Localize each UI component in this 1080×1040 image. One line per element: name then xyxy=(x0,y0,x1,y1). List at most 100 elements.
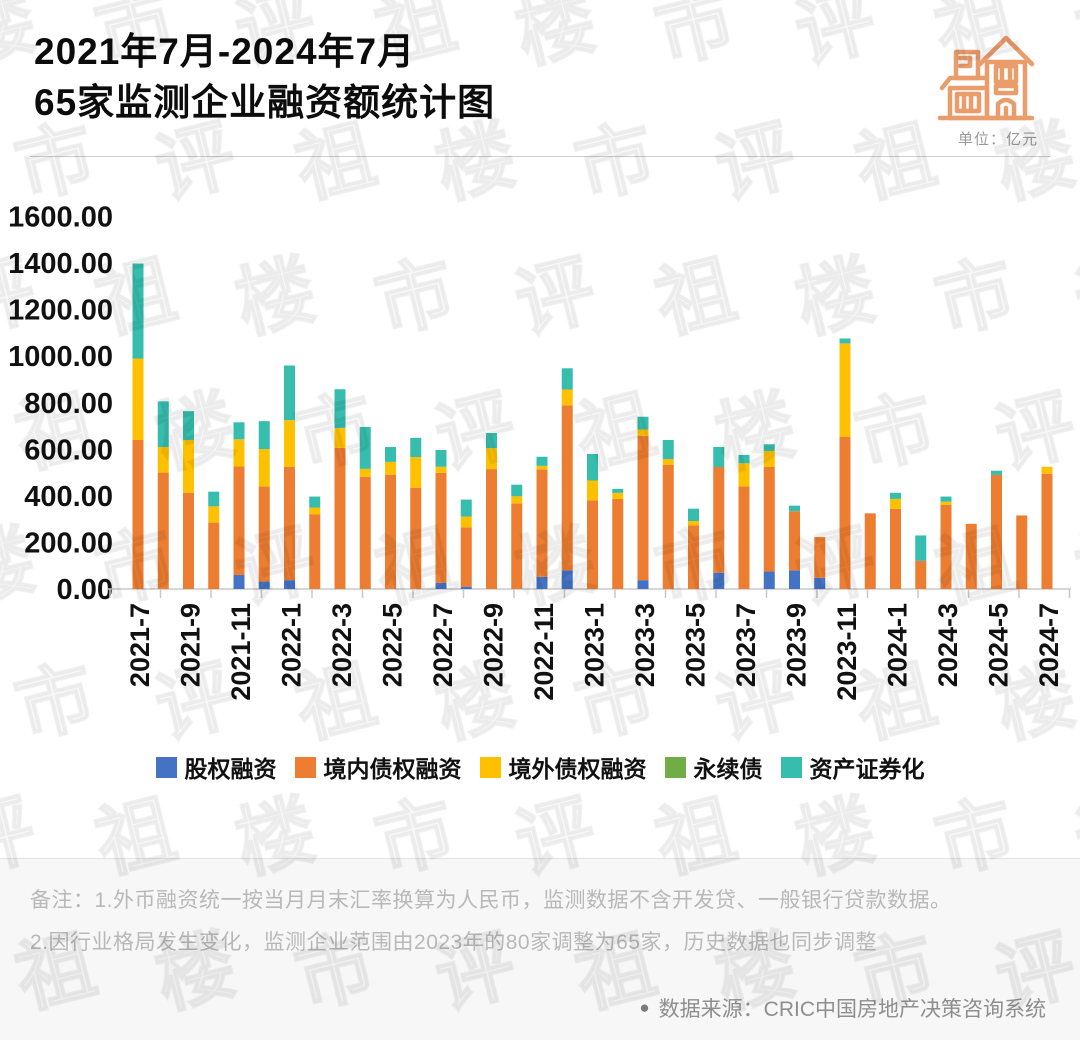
bar-segment-资产证券化 xyxy=(157,401,169,447)
bar-segment-资产证券化 xyxy=(233,422,245,440)
bar-segment-股权融资 xyxy=(814,577,826,589)
bar-segment-境内债权融资 xyxy=(435,472,447,583)
bar-segment-境外债权融资 xyxy=(334,428,346,448)
bar-segment-资产证券化 xyxy=(713,446,725,468)
x-axis-label: 2022-9 xyxy=(479,603,509,687)
legend-item-永续债: 永续债 xyxy=(664,750,763,784)
bar-segment-境内债权融资 xyxy=(309,514,321,589)
y-axis-label: 1600.00 xyxy=(8,202,113,234)
bar-segment-资产证券化 xyxy=(486,433,497,449)
bar-segment-境内债权融资 xyxy=(864,513,876,589)
bar-segment-境内债权融资 xyxy=(410,487,422,589)
bar-segment-境外债权融资 xyxy=(435,466,447,473)
unit-label: 单位：亿元 xyxy=(957,131,1038,148)
title-line-2: 65家监测企业融资额统计图 xyxy=(34,82,496,124)
bar-segment-境内债权融资 xyxy=(612,498,624,589)
bar-segment-境外债权融资 xyxy=(1041,466,1053,474)
bar-segment-境内债权融资 xyxy=(991,474,1002,589)
legend-item-股权融资: 股权融资 xyxy=(155,750,277,784)
bar-segment-境内债权融资 xyxy=(789,511,800,571)
bar-segment-境外债权融资 xyxy=(359,468,371,477)
bar-segment-境外债权融资 xyxy=(208,506,220,523)
bar-segment-境内债权融资 xyxy=(965,523,977,589)
x-axis-label: 2021-11 xyxy=(226,603,256,701)
y-axis-label: 1000.00 xyxy=(8,341,113,373)
bar-segment-资产证券化 xyxy=(460,499,472,517)
bar-segment-股权融资 xyxy=(258,581,270,589)
x-axis-label: 2023-1 xyxy=(580,603,610,687)
bar-segment-境内债权融资 xyxy=(536,469,548,577)
page-title: 2021年7月-2024年7月 65家监测企业融资额统计图 xyxy=(34,26,495,128)
bar-segment-资产证券化 xyxy=(637,416,649,430)
x-axis-label: 2023-7 xyxy=(731,603,761,687)
bar-segment-境内债权融资 xyxy=(511,503,523,589)
bar-segment-股权融资 xyxy=(435,582,447,589)
bar-segment-境内债权融资 xyxy=(890,508,901,589)
bar-segment-境外债权融资 xyxy=(309,507,321,515)
bar-segment-境内债权融资 xyxy=(258,486,270,582)
legend-label: 境外债权融资 xyxy=(508,756,647,782)
bar-segment-境外债权融资 xyxy=(763,450,775,468)
bar-segment-资产证券化 xyxy=(688,508,699,522)
bar-segment-资产证券化 xyxy=(536,456,548,466)
bar-segment-境内债权融资 xyxy=(132,440,144,589)
bar-segment-资产证券化 xyxy=(738,454,750,464)
legend-swatch-icon xyxy=(479,756,501,778)
legend-label: 境内债权融资 xyxy=(323,756,462,782)
bar-segment-境外债权融资 xyxy=(587,480,598,501)
bar-segment-股权融资 xyxy=(637,580,649,589)
bar-segment-资产证券化 xyxy=(309,496,321,508)
legend-label: 股权融资 xyxy=(184,756,277,782)
legend-item-境外债权融资: 境外债权融资 xyxy=(479,750,647,784)
bar-segment-境内债权融资 xyxy=(662,464,674,589)
bar-segment-境内债权融资 xyxy=(839,436,851,589)
bar-segment-资产证券化 xyxy=(334,389,346,429)
watermark-char: 楼 xyxy=(506,0,605,80)
bar-segment-境外债权融资 xyxy=(561,389,573,406)
title-line-1: 2021年7月-2024年7月 xyxy=(34,31,416,72)
bar-segment-境内债权融资 xyxy=(713,467,725,573)
bullet-icon: ● xyxy=(639,998,650,1017)
x-axis-label: 2024-1 xyxy=(883,603,913,687)
bar-segment-资产证券化 xyxy=(890,492,901,499)
watermark-char: 市 xyxy=(646,0,745,80)
y-axis-label: 1200.00 xyxy=(8,295,113,327)
bar-segment-境外债权融资 xyxy=(410,456,422,488)
bar-segment-境外债权融资 xyxy=(637,429,649,436)
bar-segment-境内债权融资 xyxy=(763,467,775,572)
y-axis-label: 600.00 xyxy=(24,434,113,466)
bar-segment-境内债权融资 xyxy=(233,466,245,576)
x-axis-label: 2023-9 xyxy=(782,603,812,687)
bar-segment-境外债权融资 xyxy=(132,358,144,440)
x-axis-label: 2023-5 xyxy=(681,603,711,687)
footnote-1: 备注：1.外币融资统一按当月月末汇率换算为人民币，监测数据不含开发贷、一般银行贷… xyxy=(30,889,952,912)
bar-segment-股权融资 xyxy=(460,586,472,589)
footnote-2: 2.因行业格局发生变化，监测企业范围由2023年的80家调整为65家，历史数据也… xyxy=(30,931,877,954)
header-divider xyxy=(30,156,1050,157)
x-axis-label: 2022-5 xyxy=(378,603,408,687)
x-axis-label: 2022-11 xyxy=(529,603,559,701)
bar-segment-资产证券化 xyxy=(587,453,598,481)
bar-segment-资产证券化 xyxy=(435,450,447,467)
footer-background xyxy=(0,859,1080,1040)
bar-segment-股权融资 xyxy=(763,571,775,589)
bar-segment-资产证券化 xyxy=(183,411,194,440)
bar-segment-境外债权融资 xyxy=(183,440,194,493)
bar-segment-资产证券化 xyxy=(991,470,1002,475)
x-axis-label: 2021-7 xyxy=(125,603,155,687)
bar-segment-境内债权融资 xyxy=(915,560,927,589)
bar-segment-境外债权融资 xyxy=(258,449,270,487)
x-axis-label: 2024-5 xyxy=(984,603,1014,687)
bar-segment-资产证券化 xyxy=(561,368,573,390)
bar-segment-境外债权融资 xyxy=(511,496,523,504)
bar-segment-股权融资 xyxy=(284,580,295,589)
bar-segment-境内债权融资 xyxy=(1016,515,1028,589)
legend-item-资产证券化: 资产证券化 xyxy=(780,750,925,784)
bar-segment-境外债权融资 xyxy=(890,498,901,509)
bar-segment-境内债权融资 xyxy=(460,527,472,587)
bar-segment-境内债权融资 xyxy=(385,474,396,589)
watermark-char: 楼 xyxy=(1066,0,1080,80)
bar-segment-境内债权融资 xyxy=(183,492,194,589)
bar-segment-境外债权融资 xyxy=(662,459,674,465)
